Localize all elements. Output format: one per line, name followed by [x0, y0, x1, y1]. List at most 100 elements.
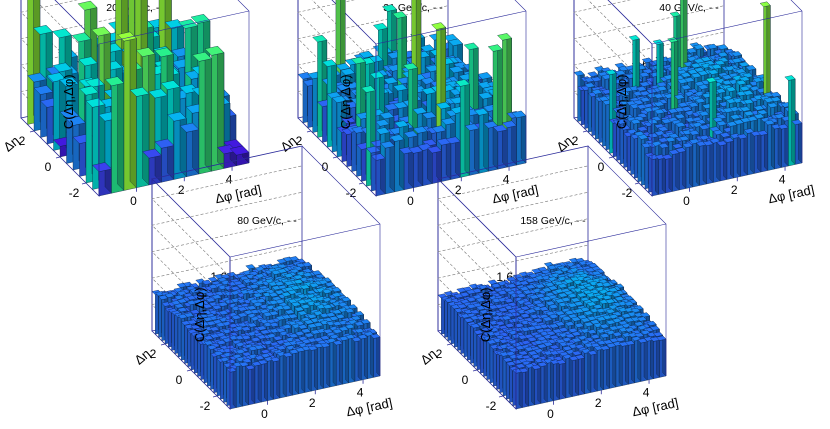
lego-panel-40gev: 40 GeV/c, - - 0.811.21.41.6024-202C(Δη,Δ… — [553, 0, 824, 208]
bin-top-face — [33, 25, 53, 35]
bin-top-face — [615, 108, 627, 114]
bin-side-face — [117, 76, 125, 191]
bin-top-face — [351, 126, 367, 134]
bin-top-face — [431, 22, 447, 30]
bin-top-face — [236, 298, 248, 304]
bin-top-face — [614, 70, 626, 76]
grid-line — [587, 0, 653, 65]
bin-top-face — [204, 45, 225, 56]
bin-side-face — [380, 153, 386, 195]
bin-side-face — [179, 111, 187, 178]
bin-top-face — [511, 110, 527, 119]
bin-top-face — [373, 23, 388, 31]
bin-top-face — [705, 77, 717, 83]
bin-top-face — [739, 85, 751, 92]
bin-top-face — [716, 140, 728, 147]
bin-top-face — [192, 51, 212, 62]
bin-top-face — [717, 51, 729, 58]
bin-top-face — [160, 80, 181, 90]
bin-top-face — [255, 280, 266, 286]
bin-top-face — [322, 59, 337, 67]
bin-side-face — [502, 124, 508, 168]
bin-top-face — [711, 63, 723, 70]
bin-top-face — [201, 279, 212, 285]
bin-top-face — [276, 258, 287, 264]
bin-top-face — [104, 76, 125, 87]
bin-top-face — [167, 111, 187, 122]
grid-line — [151, 191, 303, 304]
bin — [167, 111, 187, 180]
grid-line — [151, 165, 303, 278]
bin-top-face — [177, 307, 188, 313]
y-tick — [332, 156, 338, 159]
bin — [757, 129, 769, 173]
bin-side-face — [743, 133, 748, 176]
bin-side-face — [764, 129, 769, 171]
bin-top-face — [91, 26, 111, 37]
bin-top-face — [85, 77, 105, 88]
bin-top-face — [311, 270, 322, 276]
bin-top-face — [639, 81, 651, 87]
bin-top-face — [380, 141, 396, 149]
bin-top-face — [129, 87, 150, 97]
bin-top-face — [698, 124, 710, 130]
bin-top-face — [358, 50, 374, 59]
bin-top-face — [628, 35, 640, 41]
bin-side-face — [474, 123, 480, 174]
bin-top-face — [192, 294, 203, 300]
box-edge — [98, 10, 250, 45]
bin — [654, 153, 666, 195]
grid-line — [311, 0, 377, 65]
bin-top-face — [717, 44, 729, 50]
bin-side-face — [399, 134, 405, 191]
bin-side-face — [389, 140, 395, 193]
bin-side-face — [668, 153, 673, 192]
bin-top-face — [79, 85, 99, 96]
bin-top-face — [189, 288, 200, 294]
y-tick-label: 0 — [322, 160, 329, 174]
bin — [675, 147, 687, 191]
bin-top-face — [661, 154, 673, 160]
bin-side-face — [445, 137, 452, 180]
bin-top-face — [478, 91, 493, 100]
bin-top-face — [440, 117, 456, 126]
y-tick — [29, 130, 35, 133]
bin-top-face — [619, 124, 631, 131]
x-tick-label: 0 — [683, 194, 690, 208]
bin-top-face — [71, 32, 92, 43]
bin — [117, 31, 137, 191]
bin-top-face — [733, 119, 745, 125]
y-tick-label: 0 — [598, 160, 605, 174]
bin-top-face — [174, 303, 185, 309]
bin-top-face — [497, 33, 513, 41]
bin-side-face — [791, 75, 796, 165]
panel-title: 40 GeV/c, - - — [659, 2, 719, 14]
y-tick — [608, 156, 614, 159]
bin-top-face — [383, 76, 399, 85]
bin-side-face — [142, 86, 150, 186]
bin-top-face — [777, 123, 789, 130]
bin-side-face — [655, 154, 659, 195]
bin-top-face — [218, 301, 229, 307]
bin-top-face — [135, 47, 156, 57]
bin — [492, 124, 508, 170]
bin-top-face — [742, 90, 754, 96]
bin-top-face — [681, 129, 693, 135]
bin-top-face — [753, 94, 765, 101]
bin-top-face — [759, 1, 771, 8]
y-tick-label: 2 — [19, 134, 26, 148]
bin-top-face — [217, 144, 237, 155]
bin-top-face — [635, 86, 647, 92]
bin-top-face — [448, 38, 463, 46]
bin-top-face — [52, 28, 72, 39]
bin-top-face — [246, 289, 257, 295]
bin-top-face — [687, 102, 699, 108]
bin-top-face — [784, 75, 796, 81]
bin — [791, 119, 803, 165]
bin-top-face — [707, 69, 719, 75]
bin-side-face — [682, 147, 687, 189]
bin-top-face — [746, 116, 758, 122]
bin-top-face — [680, 84, 692, 91]
